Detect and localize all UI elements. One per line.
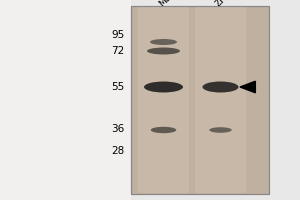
Text: 55: 55 bbox=[111, 82, 124, 92]
Text: 95: 95 bbox=[111, 30, 124, 40]
Ellipse shape bbox=[202, 82, 238, 92]
Text: 72: 72 bbox=[111, 46, 124, 56]
Text: MDA-MB453: MDA-MB453 bbox=[157, 0, 202, 8]
Bar bbox=[0, 0, 130, 200]
Ellipse shape bbox=[151, 127, 176, 133]
Bar bbox=[130, 6, 268, 194]
Text: ZR-75-1: ZR-75-1 bbox=[214, 0, 246, 8]
Ellipse shape bbox=[147, 47, 180, 54]
Ellipse shape bbox=[150, 39, 177, 45]
Bar bbox=[130, 6, 268, 194]
Bar bbox=[195, 7, 246, 193]
Text: 36: 36 bbox=[111, 124, 124, 134]
Ellipse shape bbox=[144, 82, 183, 92]
Ellipse shape bbox=[209, 127, 232, 133]
Polygon shape bbox=[240, 81, 255, 93]
Text: 28: 28 bbox=[111, 146, 124, 156]
Bar bbox=[138, 7, 189, 193]
